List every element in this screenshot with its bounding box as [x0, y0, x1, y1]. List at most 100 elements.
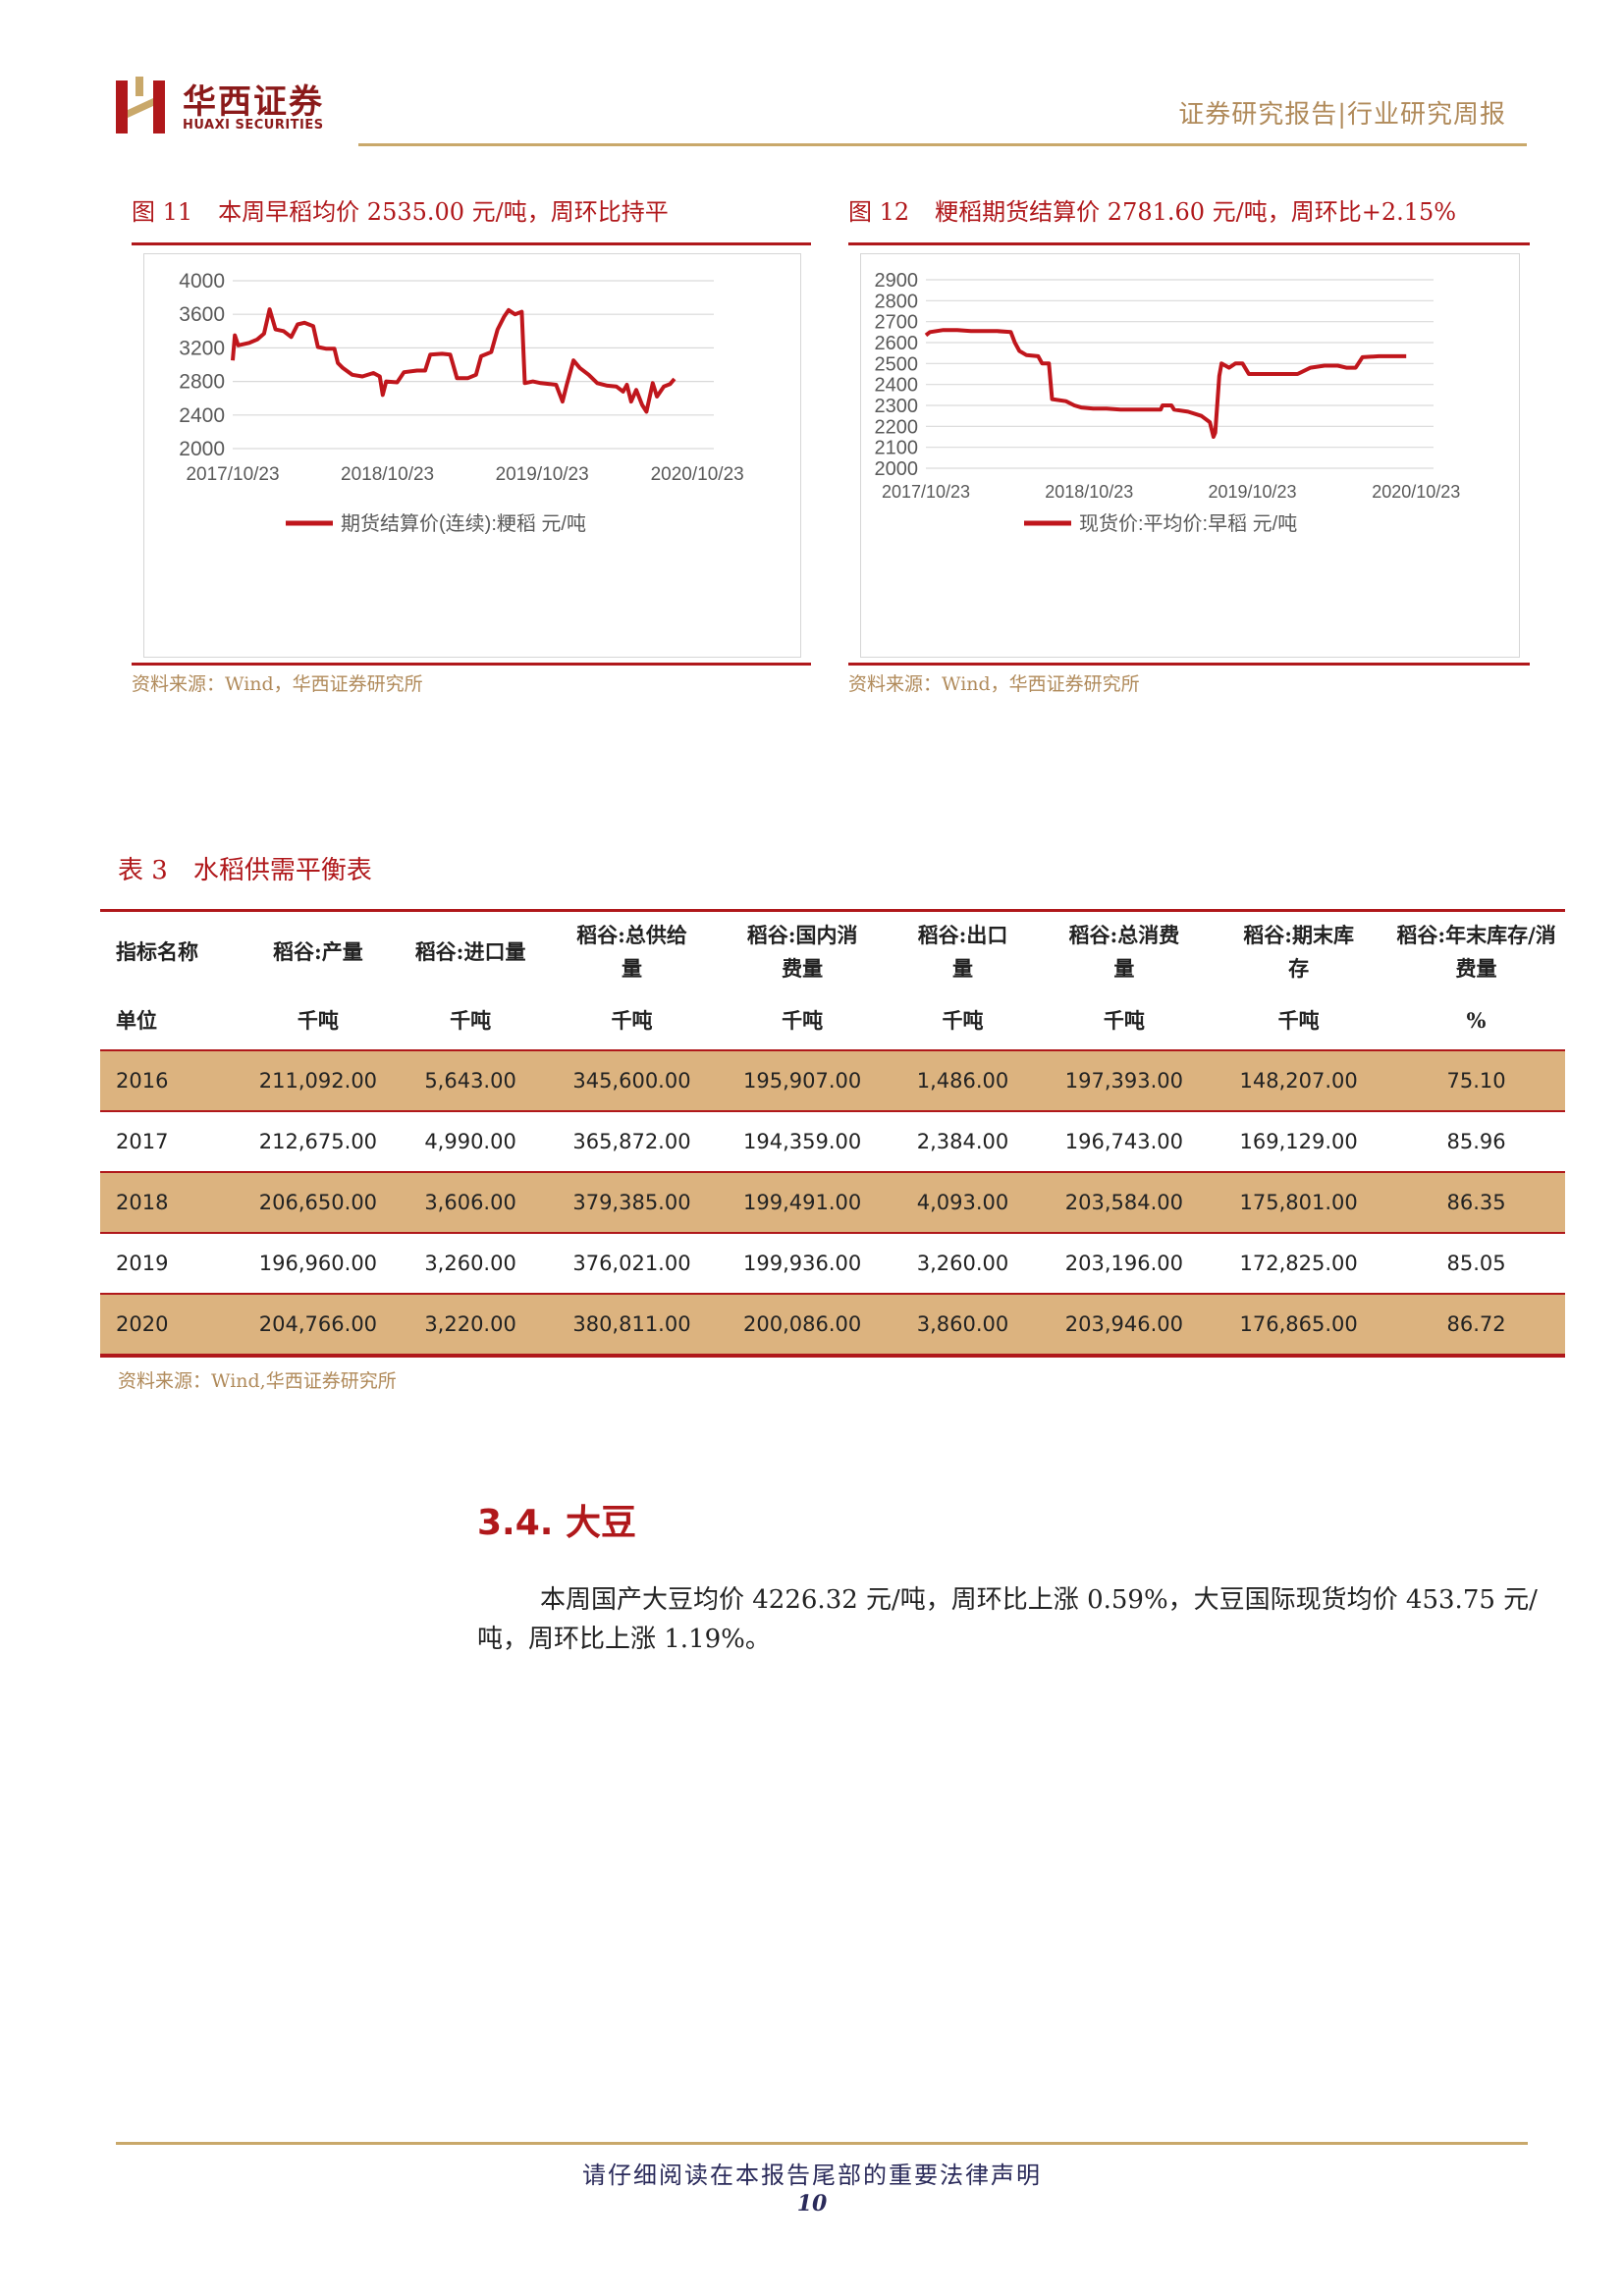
table-cell: 3,260.00	[887, 1233, 1038, 1294]
table-unit-cell: 千吨	[1210, 992, 1387, 1050]
table-cell: 2017	[100, 1111, 242, 1172]
table-cell: 3,860.00	[887, 1294, 1038, 1355]
x-tick-label: 2018/10/23	[1045, 482, 1133, 502]
legend-label: 期货结算价(连续):粳稻 元/吨	[341, 512, 586, 535]
figure-12-number: 图 12	[848, 198, 909, 226]
table-header-cell: 稻谷:总消费量	[1039, 912, 1211, 992]
figure-12-bottom-rule	[848, 663, 1530, 666]
table-cell: 365,872.00	[546, 1111, 718, 1172]
x-tick-label: 2019/10/23	[1208, 482, 1296, 502]
table-cell: 199,491.00	[718, 1172, 888, 1233]
table-row: 2018 206,650.00 3,606.00 379,385.00 199,…	[100, 1172, 1565, 1233]
table-cell: 148,207.00	[1210, 1050, 1387, 1111]
table-cell: 199,936.00	[718, 1233, 888, 1294]
table-cell: 169,129.00	[1210, 1111, 1387, 1172]
table-cell: 345,600.00	[546, 1050, 718, 1111]
y-tick-label: 2500	[875, 353, 919, 375]
y-tick-label: 2400	[875, 375, 919, 397]
section-title: 3.4. 大豆	[477, 1494, 636, 1545]
table-header-cell: 稻谷:国内消费量	[718, 912, 888, 992]
figure-11-chart: 4000 3600 3200 2800 2400 2000 2017/10/23 2018/1…	[144, 254, 800, 657]
table-cell: 380,811.00	[546, 1294, 718, 1355]
table-header-cell: 稻谷:年末库存/消费量	[1387, 912, 1565, 992]
y-tick-label: 2800	[179, 371, 225, 394]
x-tick-label: 2017/10/23	[882, 482, 970, 502]
table-number: 表 3	[118, 856, 168, 885]
logo-icon	[116, 77, 167, 135]
table-cell: 4,093.00	[887, 1172, 1038, 1233]
logo-name: 华西证券	[183, 75, 324, 123]
figure-11-caption: 本周早稻均价 2535.00 元/吨，周环比持平	[218, 198, 669, 226]
y-tick-label: 2800	[875, 291, 919, 312]
table-unit-cell: 千吨	[718, 992, 888, 1050]
table-cell: 86.35	[1387, 1172, 1565, 1233]
table-cell: 176,865.00	[1210, 1294, 1387, 1355]
x-tick-label: 2018/10/23	[341, 464, 434, 485]
table-cell: 196,960.00	[242, 1233, 395, 1294]
table-cell: 3,260.00	[395, 1233, 546, 1294]
supply-demand-table: 指标名称 稻谷:产量 稻谷:进口量 稻谷:总供给量 稻谷:国内消费量 稻谷:出口…	[100, 909, 1565, 1358]
table-cell: 212,675.00	[242, 1111, 395, 1172]
figure-11-title: 图 11 本周早稻均价 2535.00 元/吨，周环比持平	[132, 192, 669, 227]
y-tick-label: 4000	[179, 270, 225, 293]
table-row: 2019 196,960.00 3,260.00 376,021.00 199,…	[100, 1233, 1565, 1294]
y-tick-label: 3200	[179, 337, 225, 359]
table-cell: 5,643.00	[395, 1050, 546, 1111]
table-row: 2017 212,675.00 4,990.00 365,872.00 194,…	[100, 1111, 1565, 1172]
y-tick-label: 2000	[875, 458, 919, 480]
table-cell: 379,385.00	[546, 1172, 718, 1233]
table-cell: 1,486.00	[887, 1050, 1038, 1111]
table-unit-cell: %	[1387, 992, 1565, 1050]
table-cell: 211,092.00	[242, 1050, 395, 1111]
table-cell: 203,946.00	[1039, 1294, 1211, 1355]
table-cell: 3,606.00	[395, 1172, 546, 1233]
series-line	[233, 309, 675, 411]
figure-11-source: 资料来源：Wind，华西证券研究所	[132, 669, 423, 696]
figure-12-chart: 2900280027002600250024002300220021002000…	[861, 254, 1519, 657]
table-cell: 85.05	[1387, 1233, 1565, 1294]
table-cell: 196,743.00	[1039, 1111, 1211, 1172]
figure-11-frame: 4000 3600 3200 2800 2400 2000 2017/10/23 2018/1…	[143, 253, 801, 658]
y-tick-label: 2300	[875, 396, 919, 417]
series-line	[926, 330, 1406, 437]
table-cell: 204,766.00	[242, 1294, 395, 1355]
table-header-row: 指标名称 稻谷:产量 稻谷:进口量 稻谷:总供给量 稻谷:国内消费量 稻谷:出口…	[100, 912, 1565, 992]
x-tick-label: 2019/10/23	[496, 464, 589, 485]
table-header-cell: 指标名称	[100, 912, 242, 992]
table-cell: 376,021.00	[546, 1233, 718, 1294]
figure-12-title: 图 12 粳稻期货结算价 2781.60 元/吨，周环比+2.15%	[848, 192, 1456, 227]
table-cell: 203,584.00	[1039, 1172, 1211, 1233]
table-header-cell: 稻谷:总供给量	[546, 912, 718, 992]
table-unit-cell: 千吨	[1039, 992, 1211, 1050]
table-cell: 175,801.00	[1210, 1172, 1387, 1233]
figure-12-caption: 粳稻期货结算价 2781.60 元/吨，周环比+2.15%	[935, 198, 1456, 226]
header-divider	[358, 143, 1527, 146]
table-cell: 2018	[100, 1172, 242, 1233]
x-tick-label: 2020/10/23	[651, 464, 744, 485]
figure-11-bottom-rule	[132, 663, 811, 666]
table-unit-cell: 千吨	[242, 992, 395, 1050]
table-cell: 4,990.00	[395, 1111, 546, 1172]
figure-11-number: 图 11	[132, 198, 192, 226]
y-tick-label: 2000	[179, 438, 225, 460]
table-cell: 194,359.00	[718, 1111, 888, 1172]
table-cell: 203,196.00	[1039, 1233, 1211, 1294]
table-units-row: 单位 千吨 千吨 千吨 千吨 千吨 千吨 千吨 %	[100, 992, 1565, 1050]
y-tick-label: 2700	[875, 312, 919, 334]
legal-notice: 请仔细阅读在本报告尾部的重要法律声明	[0, 2156, 1624, 2190]
table-unit-cell: 千吨	[395, 992, 546, 1050]
table-row: 2016 211,092.00 5,643.00 345,600.00 195,…	[100, 1050, 1565, 1111]
y-tick-label: 2900	[875, 270, 919, 292]
table-cell: 85.96	[1387, 1111, 1565, 1172]
table-header-cell: 稻谷:产量	[242, 912, 395, 992]
table-unit-cell: 千吨	[887, 992, 1038, 1050]
table-caption: 水稻供需平衡表	[193, 856, 372, 885]
legend-label: 现货价:平均价:早稻 元/吨	[1079, 512, 1297, 535]
table-unit-cell: 单位	[100, 992, 242, 1050]
table-cell: 2016	[100, 1050, 242, 1111]
table-header-cell: 稻谷:进口量	[395, 912, 546, 992]
report-type: 证券研究报告|行业研究周报	[1178, 94, 1506, 131]
logo-english: HUAXI SECURITIES	[183, 118, 324, 133]
table-cell: 206,650.00	[242, 1172, 395, 1233]
table-cell: 172,825.00	[1210, 1233, 1387, 1294]
